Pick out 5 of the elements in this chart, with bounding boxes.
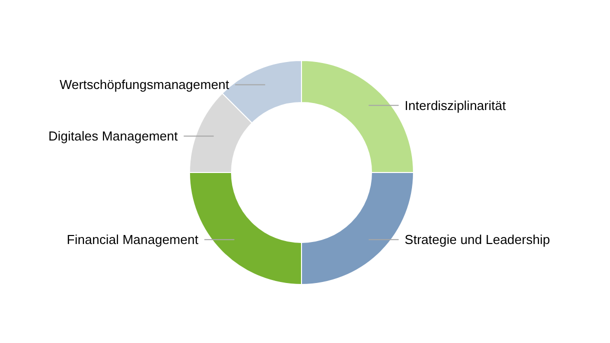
slice-label: Financial Management xyxy=(66,232,199,248)
slice-label: Digitales Management xyxy=(48,128,178,144)
slice-label: Strategie und Leadership xyxy=(404,232,550,248)
slice-label: Interdisziplinarität xyxy=(404,98,506,113)
slice-label: Wertschöpfungsmanagement xyxy=(60,77,230,92)
